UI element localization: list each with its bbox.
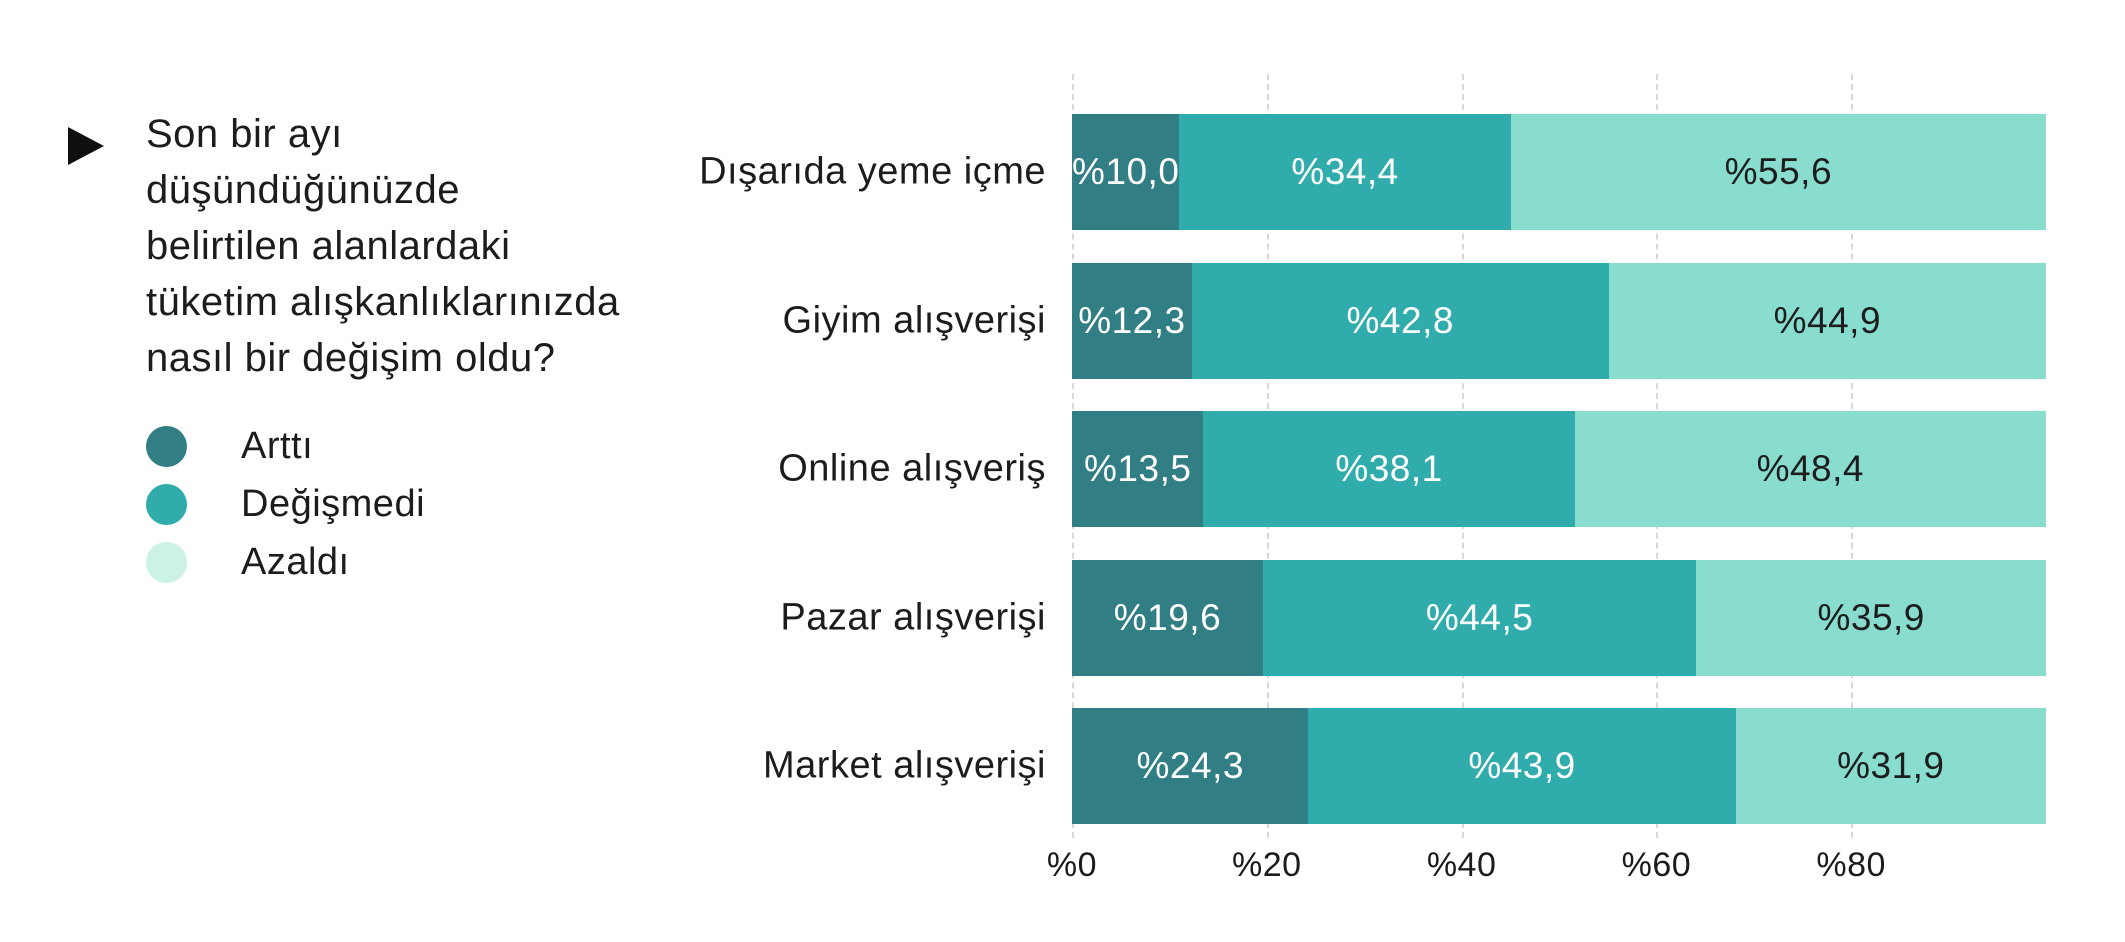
- question-line: düşündüğünüzde: [146, 168, 460, 212]
- bar-segment-değişmedi: %42,8: [1191, 263, 1609, 379]
- x-axis-tick-label: %0: [1046, 846, 1098, 884]
- category-label: Giyim alışverişi: [782, 299, 1046, 342]
- bar-segment-azaldı: %55,6: [1510, 114, 2046, 230]
- bar-segment-arttı: %24,3: [1072, 708, 1309, 824]
- category-label: Dışarıda yeme içme: [699, 150, 1046, 193]
- category-label: Pazar alışverişi: [780, 596, 1046, 639]
- bar-value-label: %24,3: [1136, 745, 1244, 786]
- bar-segment-arttı: %19,6: [1072, 560, 1263, 676]
- x-axis-tick-label: %40: [1426, 846, 1497, 884]
- question-line: nasıl bir değişim oldu?: [146, 336, 556, 380]
- legend-swatch-degismedi: [146, 484, 187, 525]
- bar-segment-arttı: %12,3: [1072, 263, 1192, 379]
- category-label: Online alışveriş: [778, 447, 1046, 490]
- bar-segment-azaldı: %31,9: [1735, 708, 2046, 824]
- bar-value-label: %19,6: [1113, 597, 1222, 638]
- legend-label: Azaldı: [241, 541, 350, 583]
- legend-label: Arttı: [241, 425, 314, 467]
- bar-segment-arttı: %13,5: [1072, 411, 1204, 527]
- bullet-triangle-icon: [68, 127, 104, 165]
- bar-value-label: %31,9: [1837, 745, 1945, 786]
- bar-value-label: %48,4: [1756, 448, 1864, 489]
- bar-track: %10,0 %34,4 %55,6: [1072, 114, 2046, 230]
- bar-value-label: %44,5: [1425, 597, 1534, 638]
- bar-track: %24,3 %43,9 %31,9: [1072, 708, 2046, 824]
- chart-row: Online alışveriş %13,5 %38,1 %48,4: [0, 411, 2125, 527]
- chart-row: Market alışverişi %24,3 %43,9 %31,9: [0, 708, 2125, 824]
- bar-segment-değişmedi: %43,9: [1308, 708, 1736, 824]
- question-text: Son bir ayı düşündüğünüzde belirtilen al…: [146, 106, 620, 386]
- x-axis-tick-label: %80: [1816, 846, 1886, 884]
- bar-track: %19,6 %44,5 %35,9: [1072, 560, 2047, 676]
- bar-segment-değişmedi: %34,4: [1179, 114, 1511, 230]
- legend-swatch-azaldi: [146, 542, 187, 583]
- bar-value-label: %55,6: [1724, 151, 1833, 192]
- chart-row: Dışarıda yeme içme %10,0 %34,4 %55,6: [0, 114, 2125, 230]
- bar-segment-azaldı: %48,4: [1574, 411, 2046, 527]
- bar-value-label: %42,8: [1346, 300, 1454, 341]
- bar-segment-azaldı: %35,9: [1696, 560, 2047, 676]
- bar-track: %13,5 %38,1 %48,4: [1072, 411, 2046, 527]
- bar-value-label: %34,4: [1291, 151, 1399, 192]
- bar-segment-azaldı: %44,9: [1608, 263, 2046, 379]
- x-axis: %0 %20 %40 %60 %80: [1047, 846, 2046, 890]
- question-line: tüketim alışkanlıklarınızda: [146, 280, 620, 324]
- category-label: Market alışverişi: [763, 744, 1046, 787]
- legend-swatch-artti: [146, 426, 187, 467]
- question-line: belirtilen alanlardaki: [146, 224, 511, 268]
- x-axis-tick-label: %20: [1232, 846, 1302, 884]
- legend-label: Değişmedi: [241, 483, 426, 525]
- legend-item-artti: Arttı: [146, 426, 425, 467]
- legend: Arttı Değişmedi Azaldı: [146, 426, 425, 583]
- bar-segment-değişmedi: %38,1: [1203, 411, 1575, 527]
- bar-value-label: %43,9: [1468, 745, 1576, 786]
- legend-item-azaldi: Azaldı: [146, 542, 425, 583]
- bar-value-label: %35,9: [1817, 597, 1925, 638]
- bar-value-label: %10,0: [1072, 151, 1180, 192]
- bar-value-label: %13,5: [1084, 448, 1192, 489]
- chart-row: Pazar alışverişi %19,6 %44,5 %35,9: [0, 560, 2125, 676]
- chart-row: Giyim alışverişi %12,3 %42,8 %44,9: [0, 263, 2125, 379]
- bar-value-label: %44,9: [1773, 300, 1882, 341]
- bar-segment-arttı: %10,0: [1072, 114, 1180, 230]
- bar-segment-değişmedi: %44,5: [1262, 560, 1697, 676]
- bar-value-label: %38,1: [1335, 448, 1443, 489]
- x-axis-tick-label: %60: [1621, 846, 1692, 884]
- bar-value-label: %12,3: [1078, 300, 1186, 341]
- bar-track: %12,3 %42,8 %44,9: [1072, 263, 2046, 379]
- question-line: Son bir ayı: [146, 112, 343, 156]
- legend-item-degismedi: Değişmedi: [146, 484, 425, 525]
